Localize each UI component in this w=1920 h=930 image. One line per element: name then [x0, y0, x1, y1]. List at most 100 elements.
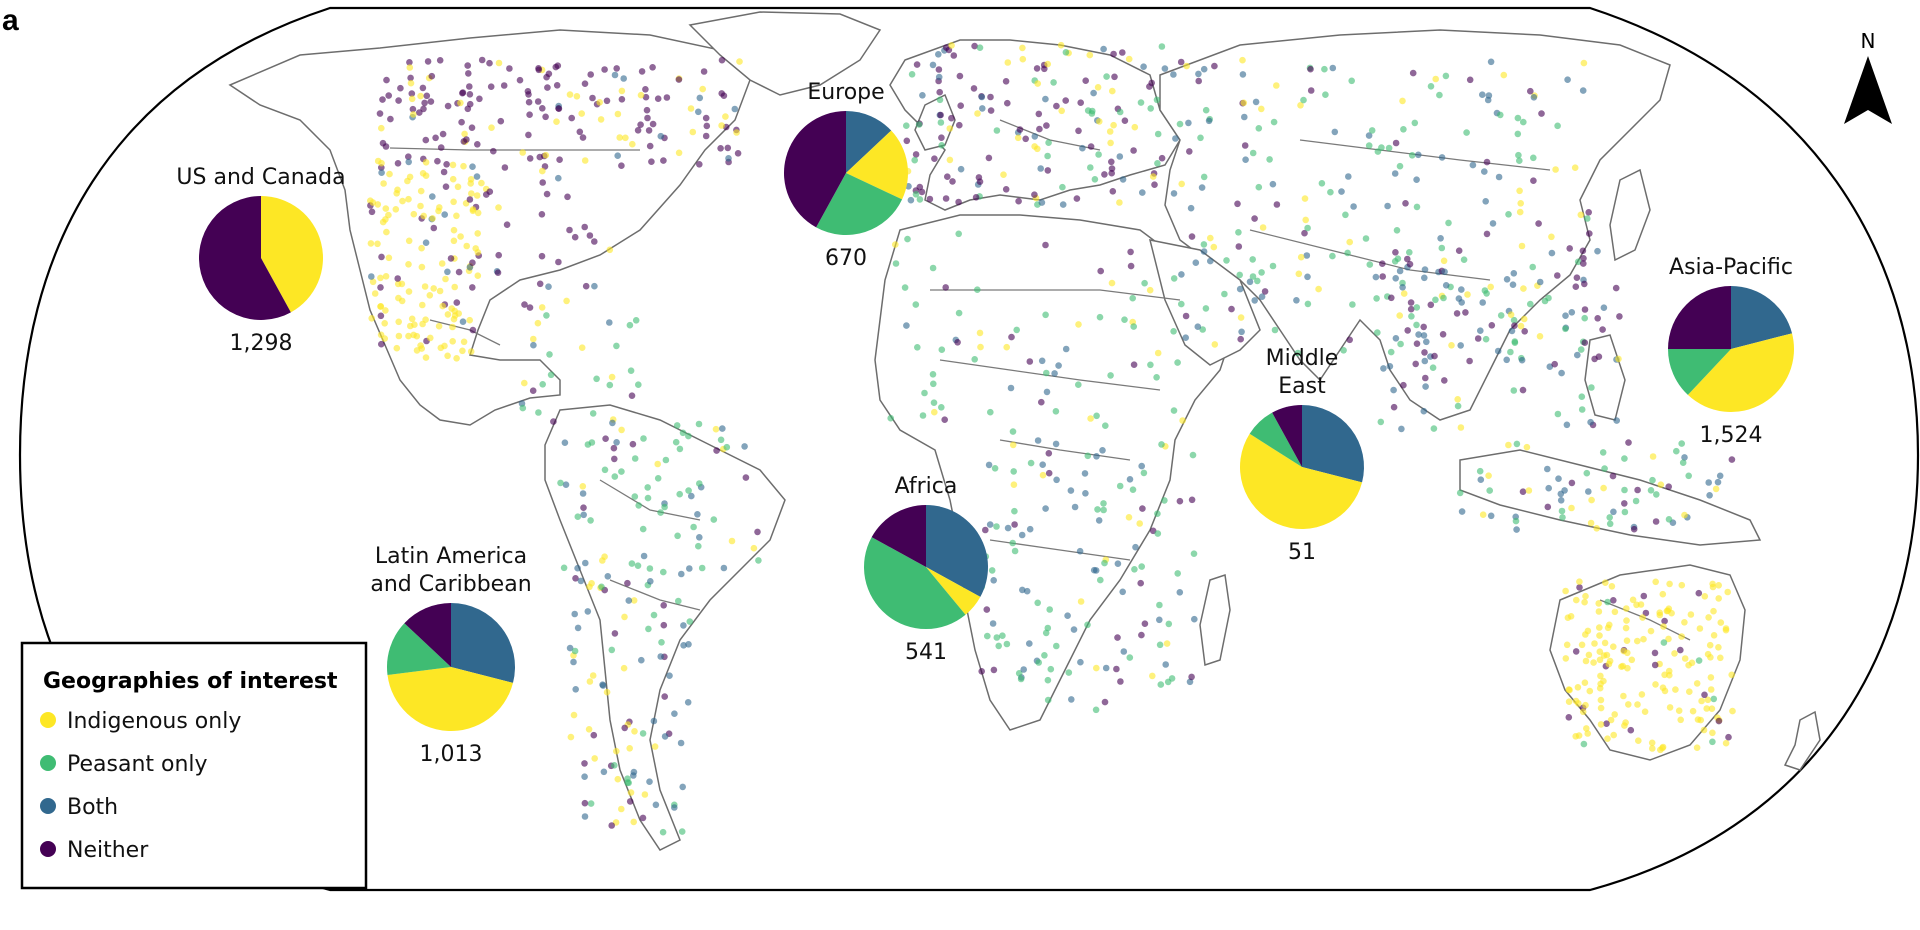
site-point — [1681, 511, 1688, 519]
site-point — [1057, 41, 1065, 49]
site-point — [661, 693, 668, 700]
site-point — [1095, 151, 1102, 158]
site-point — [437, 144, 445, 151]
site-point — [736, 58, 743, 65]
site-point — [626, 745, 633, 752]
site-point — [486, 59, 493, 67]
site-point — [1652, 518, 1660, 525]
site-point — [469, 284, 476, 291]
site-point — [516, 76, 524, 84]
site-point — [1140, 469, 1148, 477]
site-point — [1240, 99, 1248, 107]
site-point — [1190, 550, 1198, 557]
site-point — [624, 775, 631, 782]
site-point — [387, 115, 394, 123]
site-point — [444, 352, 451, 360]
madagascar-landmass — [1199, 574, 1231, 667]
site-point — [1558, 369, 1565, 377]
site-point — [698, 564, 706, 572]
site-point — [495, 59, 503, 67]
site-point — [680, 622, 687, 629]
site-point — [1421, 357, 1429, 365]
site-point — [436, 204, 443, 211]
site-point — [1043, 369, 1050, 377]
site-point — [978, 668, 985, 675]
site-point — [987, 107, 995, 114]
site-point — [712, 425, 720, 433]
site-point — [672, 438, 680, 446]
pie-slice-africa-peasant-only — [863, 537, 966, 629]
site-point — [1010, 468, 1017, 475]
site-point — [1393, 227, 1401, 234]
site-point — [1198, 184, 1206, 191]
site-point — [543, 190, 551, 198]
site-point — [1509, 281, 1517, 289]
site-point — [1329, 252, 1336, 260]
site-point — [1651, 649, 1659, 657]
site-point — [382, 143, 390, 150]
site-point — [621, 724, 628, 732]
site-point — [1454, 396, 1461, 403]
site-point — [1019, 44, 1026, 52]
site-point — [1372, 273, 1380, 281]
site-point — [654, 460, 661, 468]
site-point — [428, 72, 436, 80]
site-point — [427, 334, 434, 342]
site-point — [1139, 189, 1146, 196]
site-point — [678, 570, 685, 578]
site-points — [367, 41, 1736, 836]
site-point — [1075, 381, 1082, 389]
site-point — [1694, 716, 1702, 723]
site-point — [604, 573, 612, 580]
site-point — [539, 167, 546, 175]
site-point — [501, 164, 509, 171]
site-point — [1018, 531, 1026, 539]
greenland-landmass — [688, 11, 882, 96]
site-point — [1258, 105, 1265, 113]
site-point — [430, 224, 438, 232]
site-point — [539, 381, 546, 388]
site-point — [1016, 126, 1024, 133]
site-point — [1408, 152, 1416, 159]
site-point — [1710, 695, 1718, 703]
site-point — [1595, 608, 1603, 615]
site-point — [1044, 696, 1052, 704]
site-point — [1073, 195, 1081, 202]
site-point — [1294, 349, 1302, 357]
legend-swatch-peasant-only — [40, 755, 56, 771]
site-point — [1408, 313, 1415, 320]
site-point — [702, 132, 710, 140]
site-point — [1413, 340, 1421, 348]
site-point — [1017, 675, 1025, 683]
site-point — [643, 106, 651, 114]
site-point — [695, 542, 702, 550]
site-point — [1177, 58, 1185, 66]
site-point — [648, 158, 655, 165]
site-point — [1269, 262, 1277, 270]
site-point — [1044, 152, 1051, 160]
site-point — [741, 443, 748, 450]
site-point — [376, 110, 384, 117]
site-point — [1660, 639, 1668, 646]
site-point — [993, 523, 1000, 530]
site-point — [1578, 393, 1586, 401]
site-point — [405, 195, 412, 203]
site-point — [443, 161, 450, 168]
site-point — [954, 339, 961, 346]
site-point — [1200, 173, 1208, 181]
site-point — [1698, 697, 1705, 705]
site-point — [1168, 675, 1176, 682]
site-point — [1004, 59, 1012, 66]
site-point — [566, 91, 574, 98]
site-point — [1497, 111, 1504, 119]
site-point — [1421, 266, 1429, 273]
site-point — [1567, 613, 1575, 620]
site-point — [680, 642, 687, 649]
site-point — [1438, 244, 1446, 252]
site-point — [1665, 483, 1672, 491]
pie-slice-latin-america-peasant-only — [387, 623, 451, 676]
site-point — [1067, 487, 1075, 494]
site-point — [903, 322, 910, 329]
site-point — [1640, 635, 1647, 643]
site-point — [1482, 335, 1490, 343]
